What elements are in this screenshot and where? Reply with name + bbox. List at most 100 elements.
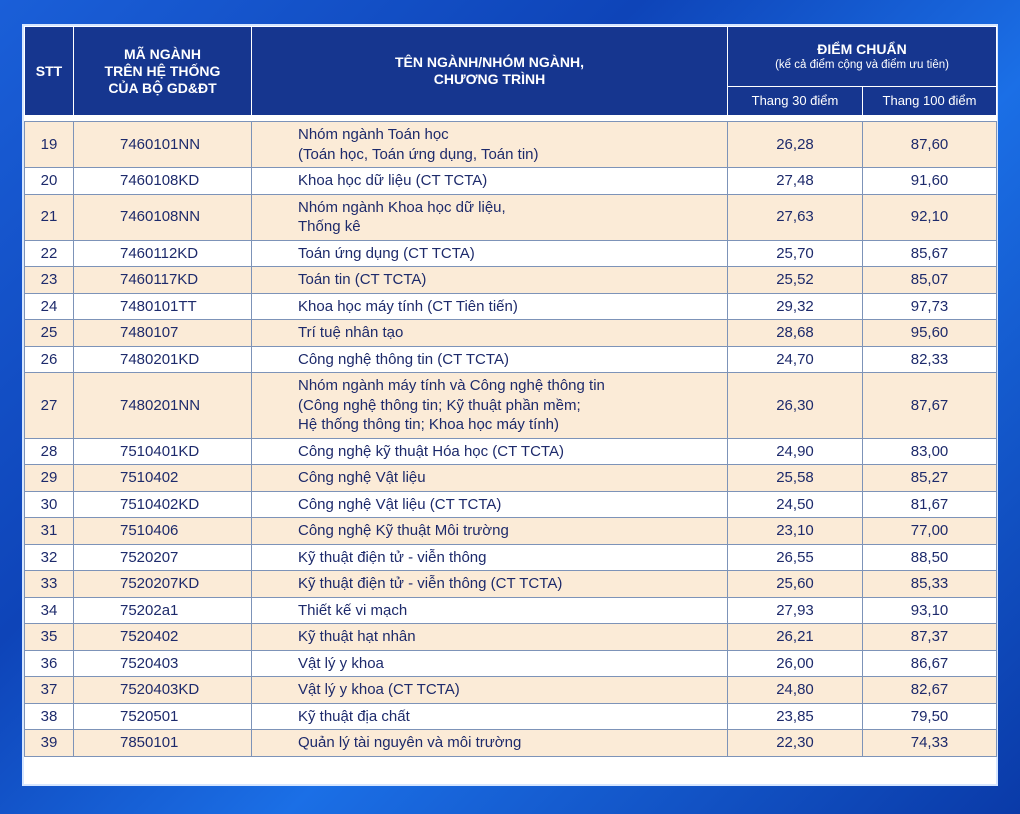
row-score-30: 26,00 <box>727 649 863 677</box>
row-score-100: 81,67 <box>861 490 998 518</box>
row-code: 7510406 <box>73 517 252 545</box>
row-name-line: Công nghệ Kỹ thuật Môi trường <box>298 522 509 539</box>
row-score-100: 95,60 <box>861 319 998 347</box>
table-row: 30 7510402KD Công nghệ Vật liệu (CT TCTA) 2… <box>24 490 998 518</box>
row-name-line: Công nghệ kỹ thuật Hóa học (CT TCTA) <box>298 442 564 460</box>
row-name: Công nghệ Kỹ thuật Môi trường <box>251 517 728 545</box>
row-name-line: Kỹ thuật địa chất <box>298 707 410 725</box>
row-score-30: 26,21 <box>727 623 863 651</box>
row-name-line: Quản lý tài nguyên và môi trường <box>298 734 522 751</box>
header-spacer <box>24 115 997 122</box>
row-name: Khoa học dữ liệu (CT TCTA) <box>251 167 728 195</box>
row-score-100: 85,67 <box>861 239 998 267</box>
row-name: Toán ứng dụng (CT TCTA) <box>251 239 728 267</box>
row-score-30: 25,58 <box>727 464 863 492</box>
row-score-30: 27,48 <box>727 167 863 195</box>
header-name-line1: TÊN NGÀNH/NHÓM NGÀNH, <box>395 54 584 70</box>
header-name: TÊN NGÀNH/NHÓM NGÀNH, CHƯƠNG TRÌNH <box>251 26 728 116</box>
row-stt: 29 <box>24 464 74 492</box>
row-score-100: 74,33 <box>861 729 998 757</box>
row-code: 7520501 <box>73 702 252 730</box>
row-score-100: 85,27 <box>861 464 998 492</box>
row-name: Nhóm ngành Khoa học dữ liệu, Thống kê <box>251 193 728 241</box>
row-score-30: 22,30 <box>727 729 863 757</box>
row-stt: 39 <box>24 729 74 757</box>
row-score-100: 77,00 <box>861 517 998 545</box>
row-name-line: Nhóm ngành máy tính và Công nghệ thông t… <box>298 377 605 394</box>
row-score-100: 79,50 <box>861 702 998 730</box>
table-row: 23 7460117KD Toán tin (CT TCTA) 25,52 85,07 <box>24 266 998 294</box>
row-code: 7520207KD <box>73 570 252 598</box>
row-code: 7480201KD <box>73 345 252 373</box>
header-name-line2: CHƯƠNG TRÌNH <box>433 71 546 87</box>
row-stt: 19 <box>24 121 74 168</box>
row-score-100: 88,50 <box>861 543 998 571</box>
header-score-title: ĐIỂM CHUẨN <box>817 40 907 57</box>
row-score-100: 85,33 <box>861 570 998 598</box>
table-row: 36 7520403 Vật lý y khoa 26,00 86,67 <box>24 649 998 677</box>
row-score-100: 92,10 <box>861 193 998 241</box>
row-code: 7460117KD <box>73 266 252 294</box>
row-name-line: Nhóm ngành Khoa học dữ liệu, <box>298 198 506 216</box>
row-name: Quản lý tài nguyên và môi trường <box>251 729 728 757</box>
table-row: 24 7480101TT Khoa học máy tính (CT Tiên ti… <box>24 292 998 320</box>
row-name-line: Công nghệ Vật liệu <box>298 469 426 486</box>
row-score-100: 87,60 <box>861 121 998 168</box>
row-score-100: 82,67 <box>861 676 998 704</box>
row-stt: 23 <box>24 266 74 294</box>
row-name-line: Công nghệ thông tin (CT TCTA) <box>298 350 509 368</box>
row-stt: 37 <box>24 676 74 704</box>
row-score-30: 29,32 <box>727 292 863 320</box>
table-row: 28 7510401KD Công nghệ kỹ thuật Hóa học (C… <box>24 437 998 465</box>
row-stt: 30 <box>24 490 74 518</box>
header-stt: STT <box>24 26 74 116</box>
row-score-30: 24,50 <box>727 490 863 518</box>
row-name: Vật lý y khoa <box>251 649 728 677</box>
row-score-100: 83,00 <box>861 437 998 465</box>
row-score-30: 25,70 <box>727 239 863 267</box>
table-header: STT MÃ NGÀNH TRÊN HỆ THỐNG CỦA BỘ GD&ĐT … <box>24 26 998 117</box>
row-code: 7460108NN <box>73 193 252 241</box>
row-score-100: 93,10 <box>861 596 998 624</box>
row-stt: 32 <box>24 543 74 571</box>
row-code: 7520207 <box>73 543 252 571</box>
row-name: Trí tuệ nhân tạo <box>251 319 728 347</box>
row-stt: 26 <box>24 345 74 373</box>
row-code: 7520403 <box>73 649 252 677</box>
row-score-30: 24,80 <box>727 676 863 704</box>
row-code: 7480101TT <box>73 292 252 320</box>
table-row: 19 7460101NN Nhóm ngành Toán học (Toán học,… <box>24 121 998 168</box>
row-name: Kỹ thuật điện tử - viễn thông (CT TCTA) <box>251 570 728 598</box>
row-stt: 27 <box>24 372 74 439</box>
row-name-line: Kỹ thuật điện tử - viễn thông (CT TCTA) <box>298 575 563 592</box>
row-name-line: Thiết kế vi mạch <box>298 601 408 619</box>
row-code: 7460112KD <box>73 239 252 267</box>
row-score-100: 91,60 <box>861 167 998 195</box>
row-score-100: 85,07 <box>861 266 998 294</box>
row-score-30: 27,63 <box>727 193 863 241</box>
row-name: Công nghệ kỹ thuật Hóa học (CT TCTA) <box>251 437 728 465</box>
row-name: Công nghệ Vật liệu <box>251 464 728 492</box>
admission-score-table: STT MÃ NGÀNH TRÊN HỆ THỐNG CỦA BỘ GD&ĐT … <box>24 26 998 757</box>
row-name-line: Hệ thống thông tin; Khoa học máy tính) <box>298 416 559 433</box>
row-score-100: 86,67 <box>861 649 998 677</box>
header-score: ĐIỂM CHUẨN (kể cả điểm cộng và điểm ưu t… <box>726 26 998 87</box>
row-code: 7480201NN <box>73 372 252 439</box>
table-row: 31 7510406 Công nghệ Kỹ thuật Môi trường 23… <box>24 517 998 545</box>
header-code: MÃ NGÀNH TRÊN HỆ THỐNG CỦA BỘ GD&ĐT <box>73 26 252 116</box>
table-row: 34 75202a1 Thiết kế vi mạch 27,93 93,10 <box>24 596 998 624</box>
row-score-100: 82,33 <box>861 345 998 373</box>
table-row: 26 7480201KD Công nghệ thông tin (CT TCTA)… <box>24 345 998 373</box>
header-scale-30: Thang 30 điểm <box>727 85 863 117</box>
row-stt: 21 <box>24 193 74 241</box>
row-score-100: 87,37 <box>861 623 998 651</box>
row-name-line: Kỹ thuật hạt nhân <box>298 628 416 645</box>
table-row: 37 7520403KD Vật lý y khoa (CT TCTA) 24,80 8… <box>24 676 998 704</box>
row-name-line: Vật lý y khoa <box>298 654 384 672</box>
row-stt: 31 <box>24 517 74 545</box>
row-name: Nhóm ngành Toán học (Toán học, Toán ứng d… <box>251 121 728 168</box>
score-table-frame: STT MÃ NGÀNH TRÊN HỆ THỐNG CỦA BỘ GD&ĐT … <box>22 24 998 786</box>
row-score-100: 97,73 <box>861 292 998 320</box>
row-name: Kỹ thuật điện tử - viễn thông <box>251 543 728 571</box>
row-name-line: Thống kê <box>298 218 361 235</box>
